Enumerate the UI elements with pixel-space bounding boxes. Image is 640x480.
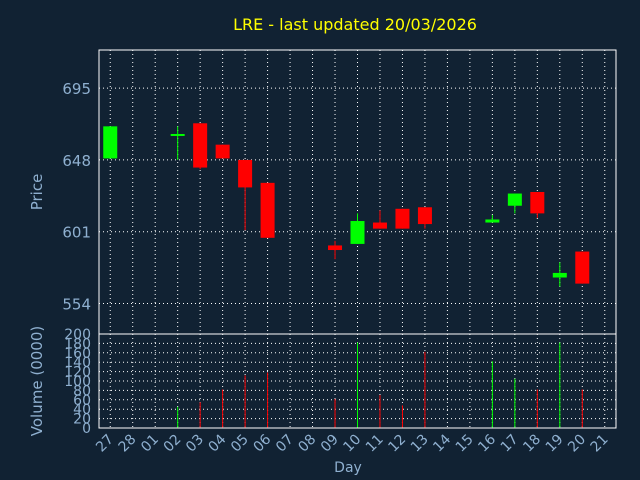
candle-body bbox=[238, 159, 253, 188]
candle-body bbox=[395, 208, 410, 229]
candle-body bbox=[417, 207, 432, 225]
y-axis-label: Price bbox=[28, 174, 46, 211]
candle-body bbox=[103, 126, 118, 159]
price-grid bbox=[99, 50, 616, 334]
volume-tick-label: 160 bbox=[64, 346, 91, 362]
price-tick-label: 695 bbox=[62, 80, 91, 98]
candle-body bbox=[507, 193, 522, 206]
chart-title: LRE - last updated 20/03/2026 bbox=[233, 15, 477, 34]
candle-body bbox=[350, 221, 365, 244]
volume-tick-label: 40 bbox=[73, 402, 91, 418]
volume-tick-label: 200 bbox=[64, 327, 91, 343]
volume-tick-label: 120 bbox=[64, 365, 91, 381]
candles bbox=[103, 123, 590, 287]
candle-body bbox=[260, 182, 275, 238]
price-tick-label: 648 bbox=[62, 152, 91, 170]
price-tick-label: 554 bbox=[62, 295, 91, 313]
price-tick-label: 601 bbox=[62, 224, 91, 242]
candle-body bbox=[215, 144, 230, 159]
volume-tick-label: 20 bbox=[73, 412, 91, 428]
candle-body bbox=[530, 192, 545, 214]
volume-tick-label: 100 bbox=[64, 374, 91, 390]
price-tick-labels: 554 601 648 695 bbox=[62, 80, 91, 313]
candle-body bbox=[372, 222, 387, 229]
candle-body bbox=[575, 251, 590, 284]
x-axis-label: Day bbox=[334, 460, 362, 476]
x-tick-labels: 2728010203040506070809101112131415161718… bbox=[93, 431, 611, 455]
candle-body bbox=[328, 245, 343, 251]
volume-panel-frame bbox=[98, 333, 617, 429]
volume-tick-label: 140 bbox=[64, 355, 91, 371]
candle-body bbox=[552, 272, 567, 278]
candle-body bbox=[485, 219, 500, 223]
candle-body bbox=[170, 133, 185, 136]
volume-tick-label: 60 bbox=[73, 393, 91, 409]
volume-tick-label: 0 bbox=[82, 421, 91, 437]
volume-tick-label: 180 bbox=[64, 336, 91, 352]
candle-body bbox=[193, 123, 208, 168]
volume-axis-label: Volume (0000) bbox=[28, 326, 46, 436]
volume-bars bbox=[177, 342, 583, 428]
volume-tick-label: 80 bbox=[73, 383, 91, 399]
